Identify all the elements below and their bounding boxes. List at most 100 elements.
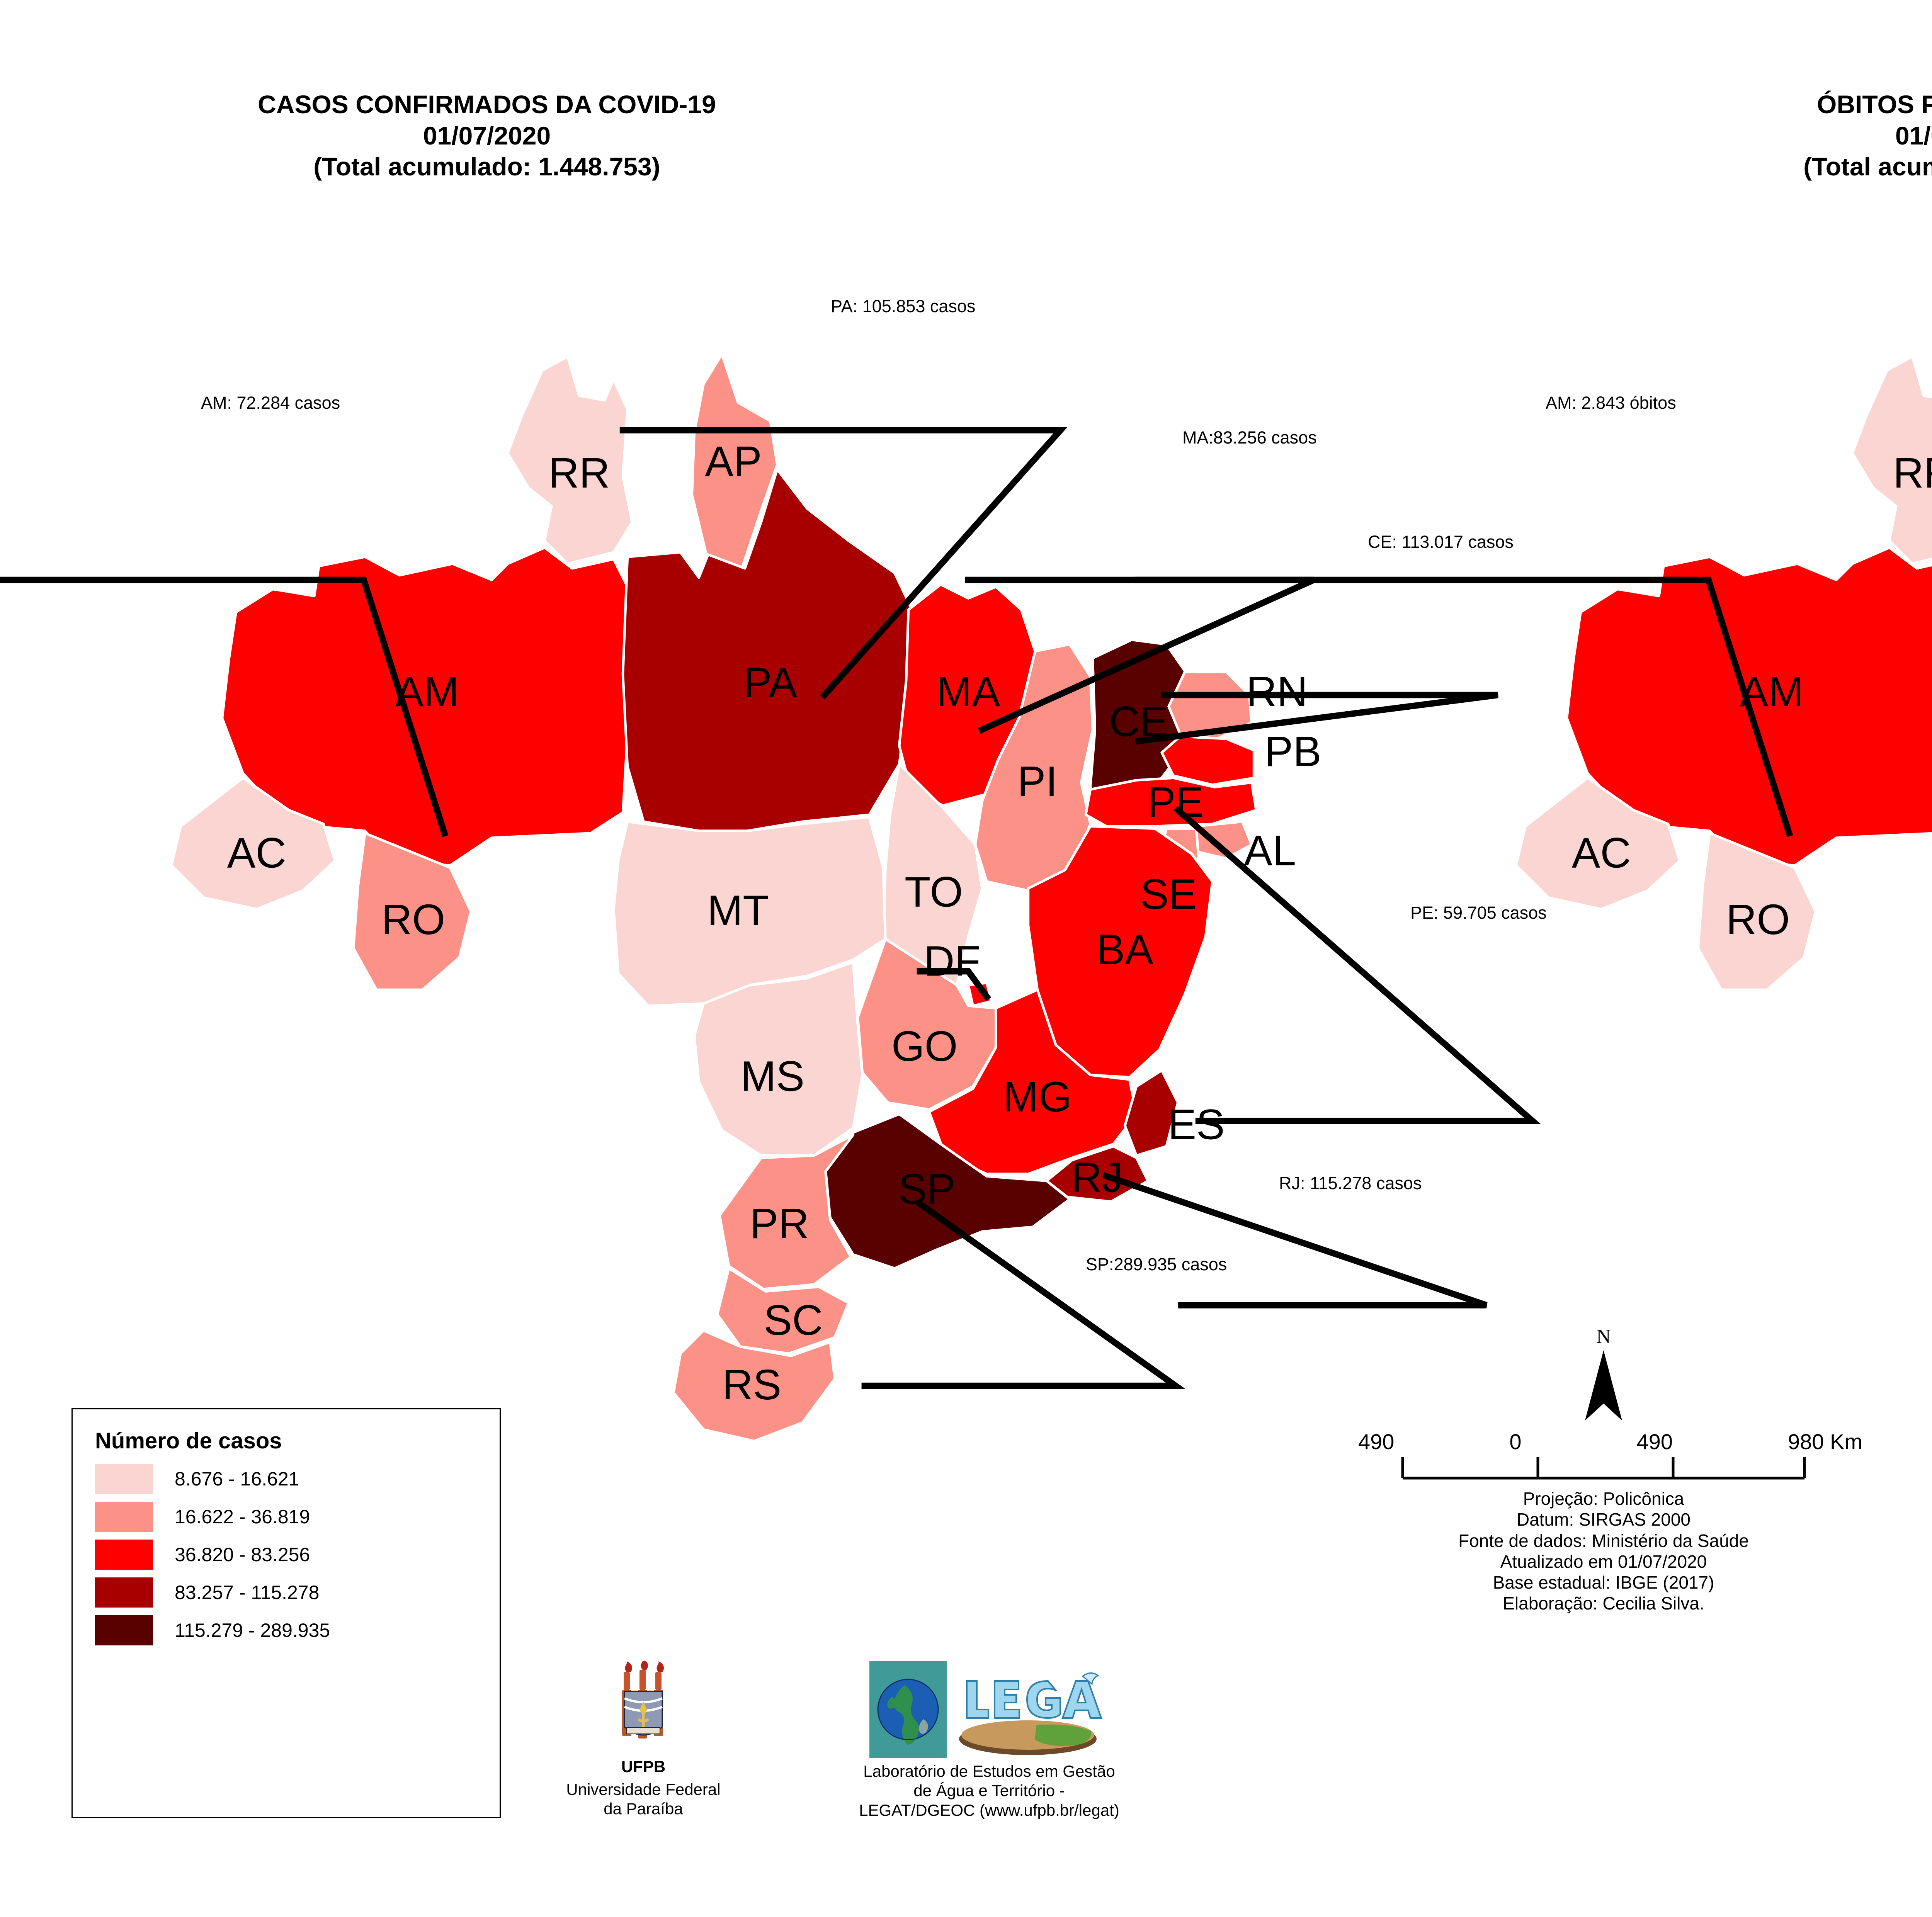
state-mt[interactable] <box>612 816 887 1007</box>
legend-swatch <box>95 1464 153 1494</box>
state-label-sc: SC <box>764 1297 823 1344</box>
ufpb-logo-icon <box>622 1659 664 1739</box>
state-pr[interactable] <box>718 1134 855 1290</box>
legend-class-label: 115.279 - 289.935 <box>175 1620 330 1641</box>
north-label: N <box>1596 1326 1611 1348</box>
state-rr[interactable] <box>506 355 634 565</box>
legat-wordmark-logo-icon <box>959 1672 1102 1755</box>
legend-row: 36.820 - 83.256 <box>95 1540 500 1570</box>
legend-row: 83.257 - 115.278 <box>95 1577 500 1608</box>
title-line-3: (Total acumulado: 1.448.753) <box>313 152 660 181</box>
state-label-pi: PI <box>1017 758 1058 806</box>
casos-map-panel: CASOS CONFIRMADOS DA COVID-19 01/07/2020… <box>23 89 951 182</box>
legend-swatch <box>95 1540 153 1570</box>
callout-label-pa: PA: 105.853 casos <box>831 296 976 316</box>
state-label-rr: RR <box>548 449 610 497</box>
title-line-1: ÓBITOS POR COVID-19 <box>1817 90 1932 119</box>
state-pa[interactable] <box>621 468 917 832</box>
state-ac[interactable] <box>170 777 337 911</box>
title-line-2: 01/07/2020 <box>423 121 551 150</box>
credits-block: UFPB Universidade Federal da Paraíba <box>553 1659 1329 1820</box>
state-label-rr: RR <box>1893 449 1932 497</box>
legend-class-label: 83.257 - 115.278 <box>175 1582 320 1603</box>
dgeoc-globe-logo-icon <box>869 1661 947 1758</box>
state-ro[interactable] <box>352 832 472 991</box>
map-furniture: N 490 0 490 980 Km Projeção: Policônica … <box>1321 1325 1886 1614</box>
legend-class-label: 36.820 - 83.256 <box>175 1544 310 1565</box>
scale-bar <box>1401 1457 1806 1480</box>
state-ac[interactable] <box>1515 777 1681 911</box>
metadata-block: Projeção: Policônica Datum: SIRGAS 2000 … <box>1321 1488 1886 1614</box>
callout-label-ma: MA:83.256 casos <box>1182 428 1317 447</box>
state-es[interactable] <box>1124 1069 1179 1157</box>
scalebar-tick-3: 980 Km <box>1787 1429 1862 1454</box>
state-label-ro: RO <box>1726 896 1790 943</box>
state-label-pb: PB <box>1265 728 1321 775</box>
callout-leader-pe <box>1173 806 1541 1124</box>
state-rs[interactable] <box>672 1329 836 1443</box>
legend-title-casos: Número de casos <box>95 1428 282 1453</box>
callout-label-rj: RJ: 115.278 casos <box>1279 1173 1422 1193</box>
legend-row: 8.676 - 16.621 <box>95 1464 500 1494</box>
state-ba[interactable] <box>1027 825 1214 1079</box>
state-label-ms: MS <box>741 1052 804 1100</box>
state-ro[interactable] <box>1697 832 1817 991</box>
state-label-se: SE <box>1140 871 1197 918</box>
callout-label-am: AM: 2.843 óbitos <box>1546 393 1676 413</box>
ufpb-acronym: UFPB <box>621 1757 666 1776</box>
callout-leader-sp <box>861 1199 1186 1389</box>
state-label-rs: RS <box>722 1361 781 1409</box>
callout-label-sp: SP:289.935 casos <box>1086 1254 1227 1274</box>
callout-leader-am <box>0 576 449 837</box>
legend-class-label: 8.676 - 16.621 <box>175 1468 299 1490</box>
credit-legat: Laboratório de Estudos em Gestão de Água… <box>750 1661 1229 1820</box>
source-text: Fonte de dados: Ministério da Saúde <box>1458 1530 1749 1551</box>
state-label-ac: AC <box>1572 829 1631 877</box>
state-label-go: GO <box>891 1023 958 1070</box>
scalebar-tick-1: 0 <box>1509 1429 1522 1454</box>
legend-swatch <box>95 1502 153 1532</box>
callout-label-ce: CE: 113.017 casos <box>1368 532 1514 552</box>
legend-rows-casos: 8.676 - 16.621 16.622 - 36.819 36.820 - 83… <box>95 1464 500 1645</box>
state-rr[interactable] <box>1851 355 1932 565</box>
callout-leader-pa <box>619 427 1068 700</box>
legat-line-2: de Água e Território - <box>913 1781 1065 1800</box>
state-ms[interactable] <box>693 961 864 1157</box>
state-pe[interactable] <box>1084 777 1258 828</box>
updated-text: Atualizado em 01/07/2020 <box>1500 1551 1707 1572</box>
state-pb[interactable] <box>1160 735 1255 786</box>
scalebar-labels: 490 0 490 980 Km <box>1358 1429 1862 1454</box>
state-sp[interactable] <box>824 1113 1071 1270</box>
legend-swatch <box>95 1577 153 1608</box>
title-line-1: CASOS CONFIRMADOS DA COVID-19 <box>258 90 716 119</box>
df-leader-line <box>917 968 992 1001</box>
legend-swatch <box>95 1615 153 1645</box>
title-line-3: (Total acumulado: 60.632) <box>1803 152 1932 181</box>
scalebar-tick-2: 490 <box>1636 1429 1673 1454</box>
ufpb-line-1: Universidade Federal <box>566 1780 721 1798</box>
legat-logos-row <box>750 1661 1229 1758</box>
projection-text: Projeção: Policônica <box>1523 1489 1684 1509</box>
datum-text: Datum: SIRGAS 2000 <box>1517 1509 1690 1530</box>
state-label-ro: RO <box>381 896 445 943</box>
state-ap[interactable] <box>690 353 779 588</box>
callout-label-am: AM: 72.284 casos <box>201 393 340 413</box>
credit-ufpb: UFPB Universidade Federal da Paraíba <box>553 1659 734 1819</box>
brazil-choropleth-obitos: RRAPAMACROPAMAPICERNPBPEALSEBATOMTDFGOMS… <box>1135 355 1932 991</box>
legend-class-label: 16.622 - 36.819 <box>175 1506 310 1528</box>
obitos-map-panel: ÓBITOS POR COVID-19 01/07/2020 (Total ac… <box>1356 0 1932 1917</box>
title-line-2: 01/07/2020 <box>1895 121 1932 150</box>
legend-row: 16.622 - 36.819 <box>95 1502 500 1532</box>
state-label-ap: AP <box>705 438 762 485</box>
state-label-rn: RN <box>1246 668 1308 715</box>
state-sc[interactable] <box>716 1267 850 1355</box>
callout-leader-rj <box>1102 1172 1488 1309</box>
north-arrow-icon <box>1585 1350 1622 1421</box>
state-label-ma: MA <box>936 668 1000 715</box>
author-text: Elaboração: Cecilia Silva. <box>1503 1593 1704 1614</box>
ufpb-line-2: da Paraíba <box>604 1800 683 1818</box>
callout-label-pe: PE: 59.705 casos <box>1410 903 1547 923</box>
page-title-casos: CASOS CONFIRMADOS DA COVID-19 01/07/2020… <box>23 89 951 182</box>
state-mg[interactable] <box>928 988 1138 1175</box>
